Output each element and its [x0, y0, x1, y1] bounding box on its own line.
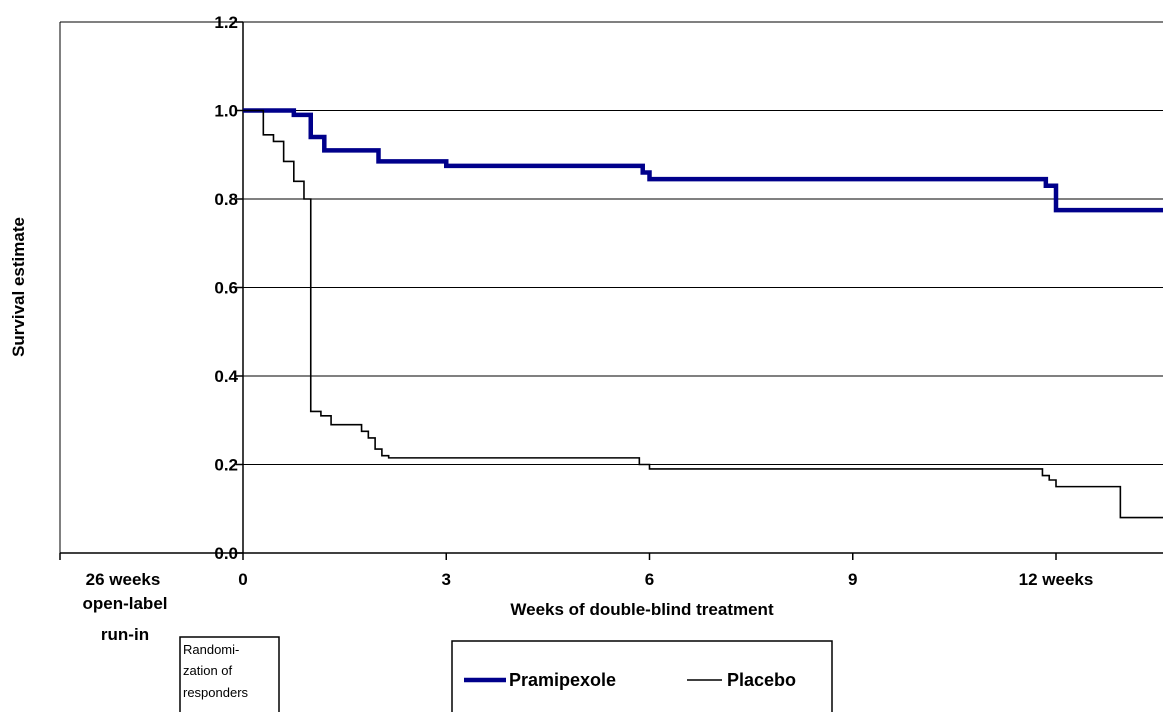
series-layer	[243, 108, 1163, 519]
y-tick-label: 0.4	[214, 367, 238, 386]
run-in-label-line-1: 26 weeks	[86, 570, 161, 589]
legend: Pramipexole Placebo	[451, 640, 833, 712]
randomization-note-line-3: responders	[183, 685, 249, 700]
y-axis-title: Survival estimate	[9, 217, 28, 357]
x-tick-label: 6	[645, 570, 654, 589]
run-in-label-line-2: open-label	[82, 594, 167, 613]
randomization-note-line-2: zation of	[183, 663, 233, 678]
series-line-pramipexole	[243, 108, 1163, 213]
x-tick-label: 0	[238, 570, 247, 589]
y-tick-label: 1.2	[214, 13, 238, 32]
randomization-note-box	[179, 636, 280, 712]
x-axis-title: Weeks of double-blind treatment	[510, 600, 774, 619]
x-tick-label: 3	[442, 570, 451, 589]
y-tick-label: 1.0	[214, 102, 238, 121]
x-tick-label: 12 weeks	[1019, 570, 1094, 589]
x-ticks: 0 3 6 9 12 weeks	[59, 553, 1094, 589]
legend-label-placebo: Placebo	[727, 670, 796, 690]
y-tick-label: 0.0	[214, 544, 238, 563]
x-tick-label: 9	[848, 570, 857, 589]
y-tick-label: 0.6	[214, 279, 238, 298]
run-in-label: 26 weeks open-label run-in	[82, 570, 167, 644]
randomization-note-line-1: Randomi-	[183, 642, 239, 657]
randomization-note: Randomi- zation of responders	[179, 636, 280, 712]
y-ticks: 0.0 0.2 0.4 0.6 0.8 1.0 1.2	[214, 13, 243, 563]
y-tick-label: 0.2	[214, 456, 238, 475]
legend-label-pramipexole: Pramipexole	[509, 670, 616, 690]
legend-box	[451, 640, 833, 712]
y-tick-label: 0.8	[214, 190, 238, 209]
run-in-label-line-3: run-in	[101, 625, 149, 644]
gridlines	[243, 21, 1163, 465]
series-line-placebo	[243, 109, 1163, 519]
